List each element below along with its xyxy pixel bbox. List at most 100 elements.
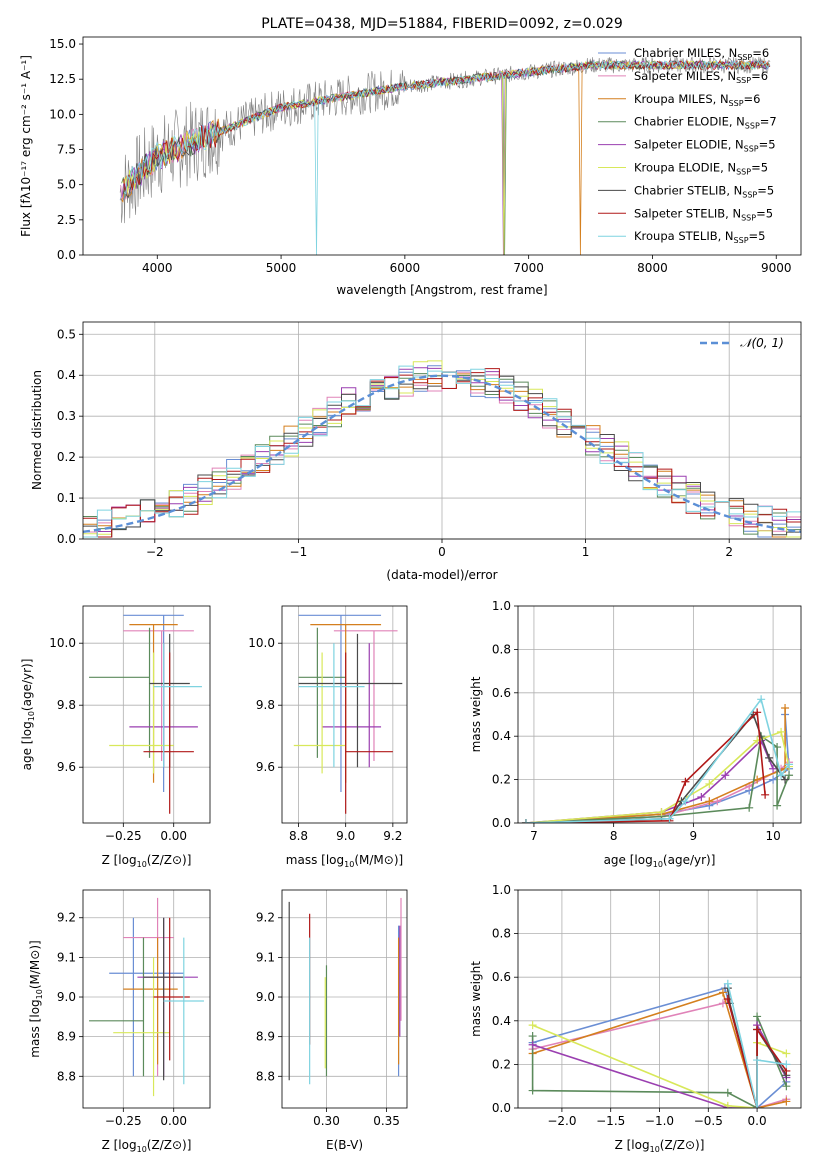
legend-label-sub: SSP xyxy=(737,53,752,62)
x-axis-label-main: mass [log xyxy=(286,853,344,867)
x-tick-label: 9000 xyxy=(761,261,792,275)
ticks: 7 8 9 10 0.0 0.2 0.4 0.6 0.8 1.0 xyxy=(492,599,781,843)
x-tick-label: 0.35 xyxy=(373,1114,400,1128)
weight-marker xyxy=(528,1040,537,1049)
x-tick-label: −0.5 xyxy=(694,1114,723,1128)
legend-label-tail: =5 xyxy=(757,183,774,197)
x-axis-label: Z [log10(Z/Z⊙)] xyxy=(102,853,192,869)
legend-label-main: Kroupa STELIB, N xyxy=(634,229,734,243)
grid xyxy=(518,605,801,824)
chart-title: PLATE=0438, MJD=51884, FIBERID=0092, z=0… xyxy=(261,16,623,32)
weight-marker xyxy=(528,1032,537,1041)
weight-vs-Z-panel: −2.0 −1.5 −1.0 −0.5 0.0 0.0 0.2 0.4 0.6 0.8 1.0 Z [… xyxy=(469,883,802,1154)
y-axis-label-tail: (age/yr)] xyxy=(20,659,34,711)
legend-label-sub: SSP xyxy=(729,99,744,108)
x-axis-label-tail: (Z/Z⊙)] xyxy=(660,1138,705,1152)
grid xyxy=(83,322,801,540)
axes-frame xyxy=(82,321,802,540)
y-tick-label: 9.2 xyxy=(256,911,275,925)
legend-label-tail: =6 xyxy=(744,92,761,106)
weight-marker xyxy=(785,771,794,780)
weight-marker xyxy=(521,819,530,823)
grid xyxy=(282,890,407,1108)
weight-marker xyxy=(753,708,762,717)
x-axis-label: E(B-V) xyxy=(326,1138,363,1152)
y-tick-label: 0.6 xyxy=(492,686,511,700)
y-tick-label: 0.0 xyxy=(57,532,76,546)
axes-frame xyxy=(517,889,802,1109)
y-tick-label: 8.9 xyxy=(256,1030,275,1044)
legend-label-main: Chabrier MILES, N xyxy=(634,46,737,60)
legend-label-sub: SSP xyxy=(736,168,751,177)
x-axis-label-sub: 10 xyxy=(653,860,663,869)
axes-frame xyxy=(82,889,211,1109)
weight-marker xyxy=(681,797,690,806)
y-tick-label: 10.0 xyxy=(49,107,76,121)
weight-marker xyxy=(753,1056,762,1065)
legend-label-tail: =5 xyxy=(749,229,766,243)
x-axis-label-tail: (Z/Z⊙)] xyxy=(147,1138,192,1152)
y-tick-label: 8.9 xyxy=(57,1030,76,1044)
x-tick-label: 10 xyxy=(765,829,780,843)
legend-label-main: Chabrier STELIB, N xyxy=(634,183,742,197)
plot-area xyxy=(83,360,801,538)
legend-label-main: Chabrier ELODIE, N xyxy=(634,115,745,129)
weight-marker xyxy=(777,771,786,780)
weight-marker xyxy=(705,779,714,788)
weight-line xyxy=(532,991,787,1108)
weight-marker xyxy=(697,792,706,801)
x-tick-label: 7000 xyxy=(513,261,544,275)
weight-marker xyxy=(773,801,782,810)
y-tick-label: 1.0 xyxy=(492,599,511,613)
x-axis-label-main: Z [log xyxy=(102,1138,137,1152)
y-axis-label-sub: 10 xyxy=(27,711,36,721)
x-axis-label-main: Z [log xyxy=(102,853,137,867)
weight-marker xyxy=(665,814,674,823)
legend-label-tail: =5 xyxy=(759,138,776,152)
model-spectrum-line xyxy=(120,59,770,255)
y-tick-label: 10.0 xyxy=(248,636,275,650)
x-axis-label-sub: 10 xyxy=(137,860,147,869)
legend-label-sub: SSP xyxy=(744,145,759,154)
weight-marker xyxy=(723,979,732,988)
legend-label-main: Kroupa ELODIE, N xyxy=(634,161,736,175)
plot-area xyxy=(89,897,204,1097)
weight-marker xyxy=(681,777,690,786)
weight-marker xyxy=(721,771,730,780)
y-tick-label: 9.8 xyxy=(57,698,76,712)
plot-area xyxy=(288,897,402,1085)
x-tick-label: 1 xyxy=(582,545,590,559)
y-axis-label: mass [log10(M/M⊙)] xyxy=(28,940,44,1057)
ticks: −0.25 0.00 9.6 9.8 10.0 xyxy=(49,636,187,843)
weight-marker xyxy=(713,797,722,806)
x-tick-label: −2.0 xyxy=(547,1114,576,1128)
grid xyxy=(282,606,407,823)
y-tick-label: 9.2 xyxy=(57,911,76,925)
y-axis-label-main: age [log xyxy=(20,721,34,770)
gaussian-reference-curve xyxy=(83,374,801,533)
model-spectrum-line xyxy=(123,59,770,255)
x-tick-label: −1.0 xyxy=(645,1114,674,1128)
y-tick-label: 2.5 xyxy=(57,213,76,227)
weight-line xyxy=(531,1016,788,1108)
model-spectrum-line xyxy=(122,59,770,255)
legend-label-main: Salpeter MILES, N xyxy=(634,69,736,83)
y-axis-label: Flux [fλ10⁻¹⁷ erg cm⁻² s⁻¹ A⁻¹] xyxy=(19,55,33,237)
y-axis-label-sub: 10 xyxy=(35,989,44,999)
y-tick-label: 9.0 xyxy=(256,990,275,1004)
legend-label-sub: SSP xyxy=(741,213,756,222)
weight-marker xyxy=(723,1101,732,1108)
weight-marker xyxy=(761,790,770,799)
x-tick-label: 0.30 xyxy=(313,1114,340,1128)
x-tick-label: 0.00 xyxy=(160,829,187,843)
weight-marker xyxy=(528,1021,537,1030)
weight-marker xyxy=(782,1060,791,1069)
weight-marker xyxy=(705,797,714,806)
y-tick-label: 0.2 xyxy=(492,773,511,787)
y-tick-label: 9.8 xyxy=(256,698,275,712)
axes-frame xyxy=(517,605,802,824)
ticks: −2 −1 0 1 2 0.0 0.1 0.2 0.3 0.4 0.5 xyxy=(57,327,733,559)
weight-line xyxy=(525,712,786,823)
